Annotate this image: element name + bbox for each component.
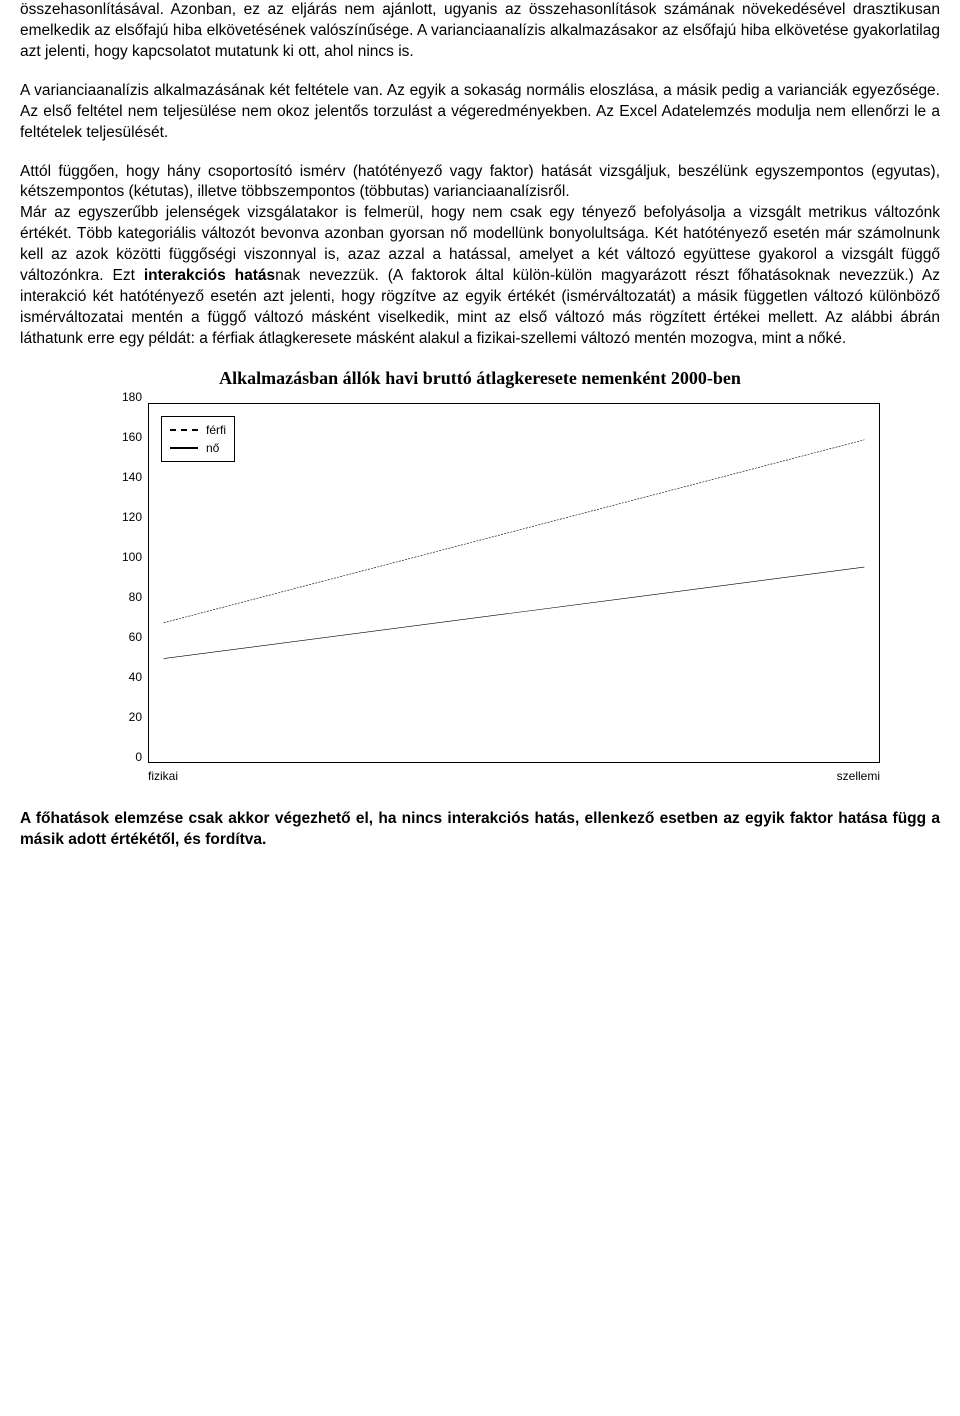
body-paragraph-1: összehasonlításával. Azonban, ez az eljá… <box>20 0 940 63</box>
chart-container: Havi bruttó átlagkereset (eFt) 180160140… <box>80 403 880 783</box>
chart-plot-area: férfi nő <box>148 403 880 763</box>
chart-title: Alkalmazásban állók havi bruttó átlagker… <box>20 368 940 389</box>
footer-paragraph: A főhatások elemzése csak akkor végezhet… <box>20 809 940 851</box>
chart-x-ticks: fizikai szellemi <box>148 763 880 783</box>
chart-y-ticks: 180160140120100806040200 <box>104 403 148 763</box>
body-paragraph-3: Attól függően, hogy hány csoportosító is… <box>20 162 940 350</box>
paragraph-3a: Attól függően, hogy hány csoportosító is… <box>20 163 940 201</box>
chart-lines-svg <box>149 404 879 762</box>
xtick-left: fizikai <box>148 769 178 783</box>
xtick-right: szellemi <box>837 769 880 783</box>
body-paragraph-2: A varianciaanalízis alkalmazásának két f… <box>20 81 940 144</box>
interaction-term-bold: interakciós hatás <box>144 267 275 284</box>
